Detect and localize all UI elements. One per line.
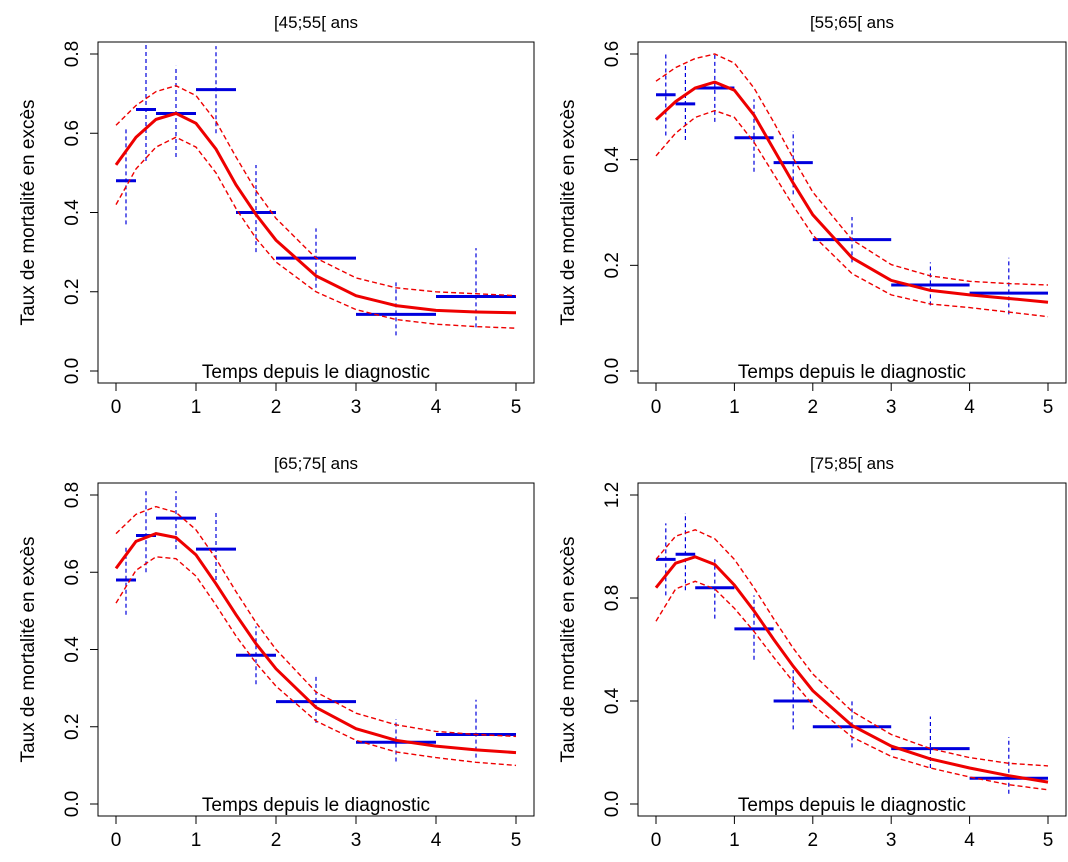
y-tick-label: 0.2 [62,714,83,740]
x-tick-label: 2 [808,397,819,418]
x-tick-label: 1 [729,830,740,851]
y-tick-label: 0.4 [602,146,623,173]
x-axis-label: Temps depuis le diagnostic [738,362,966,383]
x-tick-label: 5 [1043,830,1054,851]
ci-lower-curve [115,556,517,767]
y-tick-label: 0.0 [602,791,623,817]
y-tick-label: 0.6 [602,41,623,67]
chart-panel-3: [65;75[ ans Taux de mortalité en excès Tem… [18,454,535,851]
chart-title: [75;85[ ans [810,454,894,473]
chart-panel-4: [75;85[ ans Taux de mortalité en excès Tem… [558,454,1067,851]
hazard-curve [654,80,1049,304]
chart-panel-2: [55;65[ ans Taux de mortalité en excès Tem… [558,13,1067,418]
plot-frame [97,41,535,384]
x-tick-label: 4 [431,397,442,418]
x-tick-label: 2 [271,830,282,851]
x-tick-label: 3 [886,830,897,851]
y-tick-label: 0.4 [62,199,83,226]
y-tick-label: 0.2 [602,252,623,278]
y-tick-label: 0.0 [62,358,83,384]
plot-frame [637,41,1067,384]
chart-title: [55;65[ ans [810,13,894,32]
chart-title: [65;75[ ans [274,454,358,473]
y-axis-label: Taux de mortalité en excès [18,99,39,325]
hazard-curve [114,532,517,755]
y-axis-label: Taux de mortalité en excès [558,99,579,325]
x-tick-label: 0 [111,830,122,851]
x-tick-label: 4 [964,830,975,851]
y-tick-label: 0.8 [62,482,83,508]
x-tick-label: 2 [271,397,282,418]
ci-lower-curve [655,109,1049,318]
x-tick-label: 0 [651,830,662,851]
x-tick-label: 3 [886,397,897,418]
x-tick-label: 4 [964,397,975,418]
x-tick-label: 4 [431,830,442,851]
y-axis-label: Taux de mortalité en excès [18,536,39,762]
x-axis-label: Temps depuis le diagnostic [202,795,430,816]
x-tick-label: 3 [351,397,362,418]
ci-lower-curve [655,580,1049,791]
x-tick-label: 5 [1043,397,1054,418]
ci-upper-curve [655,53,1049,286]
y-tick-label: 0.4 [602,687,623,714]
y-tick-label: 0.6 [62,559,83,585]
x-tick-label: 5 [511,397,522,418]
x-tick-label: 3 [351,830,362,851]
chart-panel-1: [45;55[ ans Taux de mortalité en excès Tem… [18,13,535,418]
x-tick-label: 1 [191,397,202,418]
y-tick-label: 0.0 [602,358,623,384]
ci-upper-curve [655,529,1049,767]
x-tick-label: 5 [511,830,522,851]
x-tick-label: 2 [808,830,819,851]
chart-title: [45;55[ ans [274,13,358,32]
x-tick-label: 0 [111,397,122,418]
hazard-curve [654,555,1049,784]
y-tick-label: 0.6 [62,120,83,146]
x-tick-label: 1 [729,397,740,418]
x-axis-label: Temps depuis le diagnostic [738,795,966,816]
hazard-curve [114,111,517,315]
y-tick-label: 1.2 [602,482,623,508]
x-tick-label: 0 [651,397,662,418]
y-axis-label: Taux de mortalité en excès [558,536,579,762]
y-tick-label: 0.2 [62,279,83,305]
plot-frame [97,482,535,817]
x-tick-label: 1 [191,830,202,851]
y-tick-label: 0.8 [62,41,83,67]
ci-upper-curve [115,505,517,738]
y-tick-label: 0.4 [62,636,83,663]
y-tick-label: 0.0 [62,791,83,817]
ci-upper-curve [115,84,517,297]
x-axis-label: Temps depuis le diagnostic [202,362,430,383]
y-tick-label: 0.8 [602,585,623,611]
ci-lower-curve [115,136,517,329]
